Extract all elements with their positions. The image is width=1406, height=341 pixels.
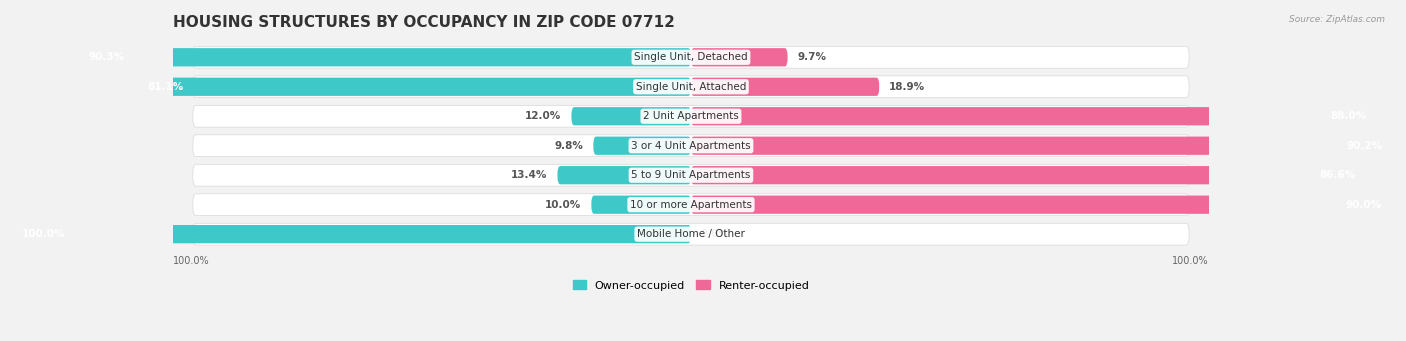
Text: HOUSING STRUCTURES BY OCCUPANCY IN ZIP CODE 07712: HOUSING STRUCTURES BY OCCUPANCY IN ZIP C… — [173, 15, 675, 30]
FancyBboxPatch shape — [690, 78, 879, 96]
Text: 10 or more Apartments: 10 or more Apartments — [630, 200, 752, 210]
FancyBboxPatch shape — [571, 107, 690, 125]
Text: 90.2%: 90.2% — [1347, 141, 1384, 151]
FancyBboxPatch shape — [593, 137, 690, 155]
Text: Single Unit, Attached: Single Unit, Attached — [636, 82, 747, 92]
Text: 12.0%: 12.0% — [526, 111, 561, 121]
FancyBboxPatch shape — [193, 46, 1189, 68]
Text: Single Unit, Detached: Single Unit, Detached — [634, 52, 748, 62]
FancyBboxPatch shape — [690, 48, 787, 66]
FancyBboxPatch shape — [193, 194, 1189, 216]
Text: Source: ZipAtlas.com: Source: ZipAtlas.com — [1289, 15, 1385, 24]
FancyBboxPatch shape — [0, 225, 690, 243]
Text: 0.0%: 0.0% — [702, 229, 730, 239]
Text: 90.3%: 90.3% — [89, 52, 124, 62]
Legend: Owner-occupied, Renter-occupied: Owner-occupied, Renter-occupied — [568, 276, 814, 295]
FancyBboxPatch shape — [0, 78, 690, 96]
FancyBboxPatch shape — [193, 223, 1189, 245]
FancyBboxPatch shape — [193, 105, 1189, 127]
Text: 81.1%: 81.1% — [148, 82, 184, 92]
Text: 9.7%: 9.7% — [797, 52, 827, 62]
FancyBboxPatch shape — [690, 137, 1406, 155]
Text: 3 or 4 Unit Apartments: 3 or 4 Unit Apartments — [631, 141, 751, 151]
Text: 5 to 9 Unit Apartments: 5 to 9 Unit Apartments — [631, 170, 751, 180]
FancyBboxPatch shape — [690, 107, 1406, 125]
FancyBboxPatch shape — [193, 135, 1189, 157]
FancyBboxPatch shape — [592, 195, 690, 214]
Text: 90.0%: 90.0% — [1346, 200, 1382, 210]
Text: 2 Unit Apartments: 2 Unit Apartments — [643, 111, 738, 121]
Text: 100.0%: 100.0% — [173, 256, 209, 266]
FancyBboxPatch shape — [690, 195, 1406, 214]
Text: 100.0%: 100.0% — [1173, 256, 1209, 266]
FancyBboxPatch shape — [690, 166, 1406, 184]
Text: 10.0%: 10.0% — [546, 200, 582, 210]
Text: 100.0%: 100.0% — [21, 229, 65, 239]
Text: Mobile Home / Other: Mobile Home / Other — [637, 229, 745, 239]
FancyBboxPatch shape — [557, 166, 690, 184]
Text: 13.4%: 13.4% — [512, 170, 547, 180]
FancyBboxPatch shape — [193, 76, 1189, 98]
FancyBboxPatch shape — [193, 164, 1189, 186]
Text: 18.9%: 18.9% — [889, 82, 925, 92]
FancyBboxPatch shape — [0, 48, 690, 66]
Text: 9.8%: 9.8% — [554, 141, 583, 151]
Text: 88.0%: 88.0% — [1330, 111, 1367, 121]
Text: 86.6%: 86.6% — [1320, 170, 1357, 180]
